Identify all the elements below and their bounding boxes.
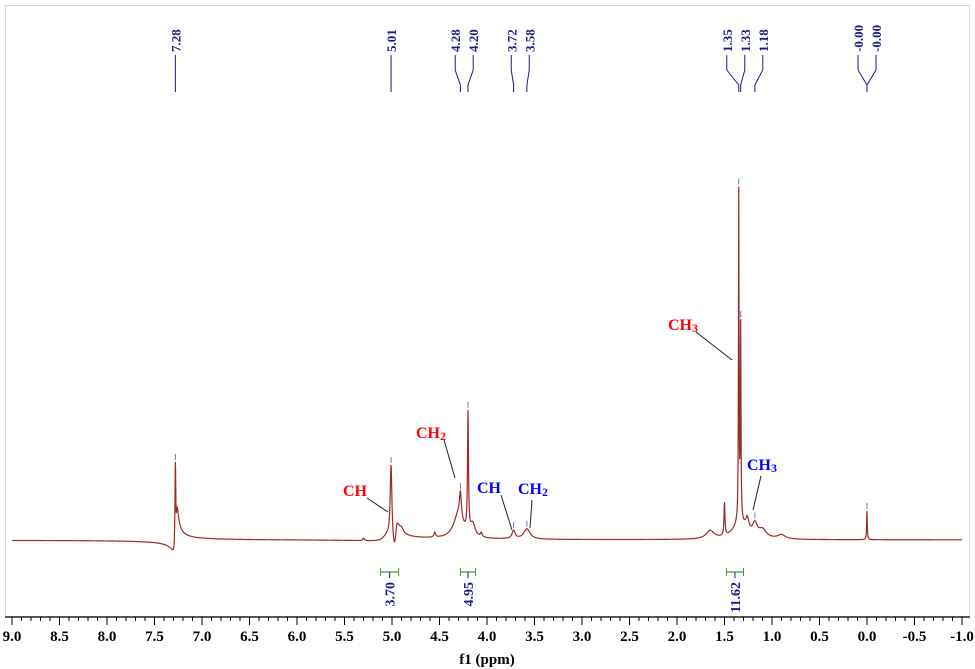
peak-label: 4.28: [448, 29, 463, 52]
integral-value: 11.62: [729, 582, 744, 613]
x-tick-label: 3.0: [573, 629, 592, 645]
peak-label-connector: [526, 55, 530, 92]
peak-label: 1.35: [720, 29, 735, 52]
peak-label: 5.01: [384, 29, 399, 52]
x-tick-label: 6.0: [288, 629, 307, 645]
x-tick-label: 0.0: [858, 629, 877, 645]
annotation-leader-line: [695, 331, 733, 361]
annotation-text: CH: [668, 317, 693, 334]
x-tick-label: 8.0: [98, 629, 117, 645]
peak-label-connector: [857, 55, 868, 92]
x-tick-label: 9.0: [3, 629, 22, 645]
peak-label-connector: [454, 55, 461, 92]
x-tick-label: 4.5: [430, 629, 449, 645]
x-tick-label: 1.0: [763, 629, 782, 645]
x-tick-label: 2.0: [668, 629, 687, 645]
peak-label-connector: [467, 55, 474, 92]
peak-label: 3.58: [522, 29, 537, 52]
x-tick-label: 5.5: [335, 629, 354, 645]
annotation-label: CH3: [747, 457, 777, 475]
annotation-label: CH: [477, 480, 502, 497]
x-tick-label: 6.5: [240, 629, 259, 645]
annotation-subscript: 3: [771, 461, 777, 475]
x-tick-label: 5.0: [383, 629, 402, 645]
spectrum: [12, 186, 962, 551]
peak-label-connector: [866, 55, 877, 92]
annotation-label: CH2: [416, 425, 446, 443]
x-tick-label: -1.0: [950, 629, 974, 645]
peak-label: 1.18: [756, 29, 771, 52]
x-tick-label: 1.5: [715, 629, 734, 645]
integral-value: 4.95: [462, 582, 477, 607]
annotation-label: CH3: [668, 317, 698, 335]
peak-label-connector: [510, 55, 515, 92]
x-tick-label: 7.0: [193, 629, 212, 645]
peak-label: 4.20: [466, 29, 481, 52]
x-axis-label: f1 (ppm): [459, 652, 514, 668]
annotation-text: CH: [416, 425, 441, 442]
annotation-subscript: 2: [440, 429, 446, 443]
peak-label-connector: [740, 55, 746, 92]
peak-labels: 7.28 5.01 4.28 4.20 3.72 3.58 1.35 1.33 1.18 -0.0…: [168, 25, 884, 529]
annotation-subscript: 3: [692, 321, 698, 335]
annotation-leader-line: [752, 475, 762, 511]
annotation-leader-line: [366, 497, 389, 513]
peak-label: 7.28: [168, 29, 183, 52]
peak-label: 1.33: [738, 29, 753, 52]
x-axis: 9.0 8.5 8.0 7.5 7.0 6.5 6.0 5.5 5.0 4.5 4.0 3.5 3.0 2…: [3, 616, 974, 645]
x-tick-label: 8.5: [50, 629, 69, 645]
peak-label-connector: [726, 55, 740, 92]
x-tick-label: 0.5: [810, 629, 829, 645]
x-tick-label: 3.5: [525, 629, 544, 645]
annotation-text: CH: [477, 480, 502, 497]
annotation-text: CH: [343, 483, 368, 500]
annotation-leader-line: [529, 499, 533, 529]
x-tick-label: 2.5: [620, 629, 639, 645]
annotation-text: CH: [518, 481, 543, 498]
integrals: 3.70 4.95 11.62: [380, 568, 744, 613]
peak-label-connector: [754, 55, 764, 92]
spectrum-line: [12, 186, 962, 551]
integral-value: 3.70: [384, 582, 399, 607]
x-tick-label: 7.5: [145, 629, 164, 645]
annotation-text: CH: [747, 457, 772, 474]
annotation-leader-line: [500, 494, 513, 531]
annotation-leader-line: [443, 439, 456, 479]
peak-label: -0.00: [869, 25, 884, 52]
x-tick-label: 4.0: [478, 629, 497, 645]
peak-label: 3.72: [504, 29, 519, 52]
annotation-label: CH2: [518, 481, 548, 499]
annotation-label: CH: [343, 483, 368, 500]
peak-label: -0.00: [851, 25, 866, 52]
annotation-subscript: 2: [542, 485, 548, 499]
x-tick-label: -0.5: [903, 629, 927, 645]
